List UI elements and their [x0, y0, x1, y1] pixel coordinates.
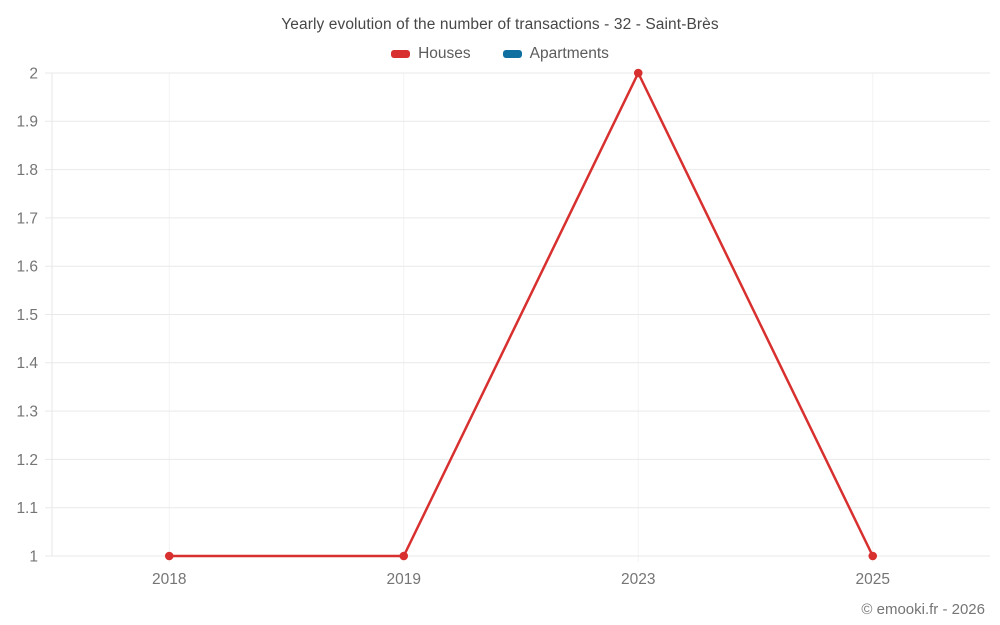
y-axis-tick-label: 1.9 [16, 114, 38, 131]
data-point-houses-2023[interactable] [633, 68, 643, 78]
legend-label-apartments: Apartments [529, 45, 609, 62]
y-axis-tick-label: 1.6 [16, 259, 38, 276]
y-axis-tick-label: 1.4 [16, 355, 38, 372]
series-line-houses [168, 71, 874, 558]
chart-legend: Houses Apartments [0, 45, 1000, 63]
copyright-note: © emooki.fr - 2026 [861, 601, 985, 618]
legend-label-houses: Houses [418, 45, 471, 62]
x-axis-tick-label: 2023 [621, 571, 655, 588]
legend-item-apartments[interactable]: Apartments [502, 45, 609, 63]
y-axis-tick-label: 2 [29, 65, 38, 82]
y-axis-tick-label: 1.1 [16, 500, 38, 517]
y-axis-tick-label: 1.8 [16, 162, 38, 179]
y-axis-tick-label: 1.5 [16, 307, 38, 324]
x-axis-tick-label: 2025 [856, 571, 890, 588]
data-point-houses-2018[interactable] [164, 551, 174, 561]
chart-title: Yearly evolution of the number of transa… [281, 16, 719, 33]
houses-series-swatch-icon [391, 50, 411, 58]
y-axis-tick-label: 1.2 [16, 452, 38, 469]
y-axis-tick-label: 1 [29, 548, 38, 565]
x-axis-tick-label: 2019 [387, 571, 421, 588]
y-axis-tick-label: 1.7 [16, 210, 38, 227]
data-point-houses-2019[interactable] [399, 551, 409, 561]
apartments-series-swatch-icon [502, 50, 522, 58]
legend-item-houses[interactable]: Houses [391, 45, 471, 63]
x-axis-tick-label: 2018 [152, 571, 186, 588]
y-axis-tick-label: 1.3 [16, 404, 38, 421]
data-point-houses-2025[interactable] [868, 551, 878, 561]
